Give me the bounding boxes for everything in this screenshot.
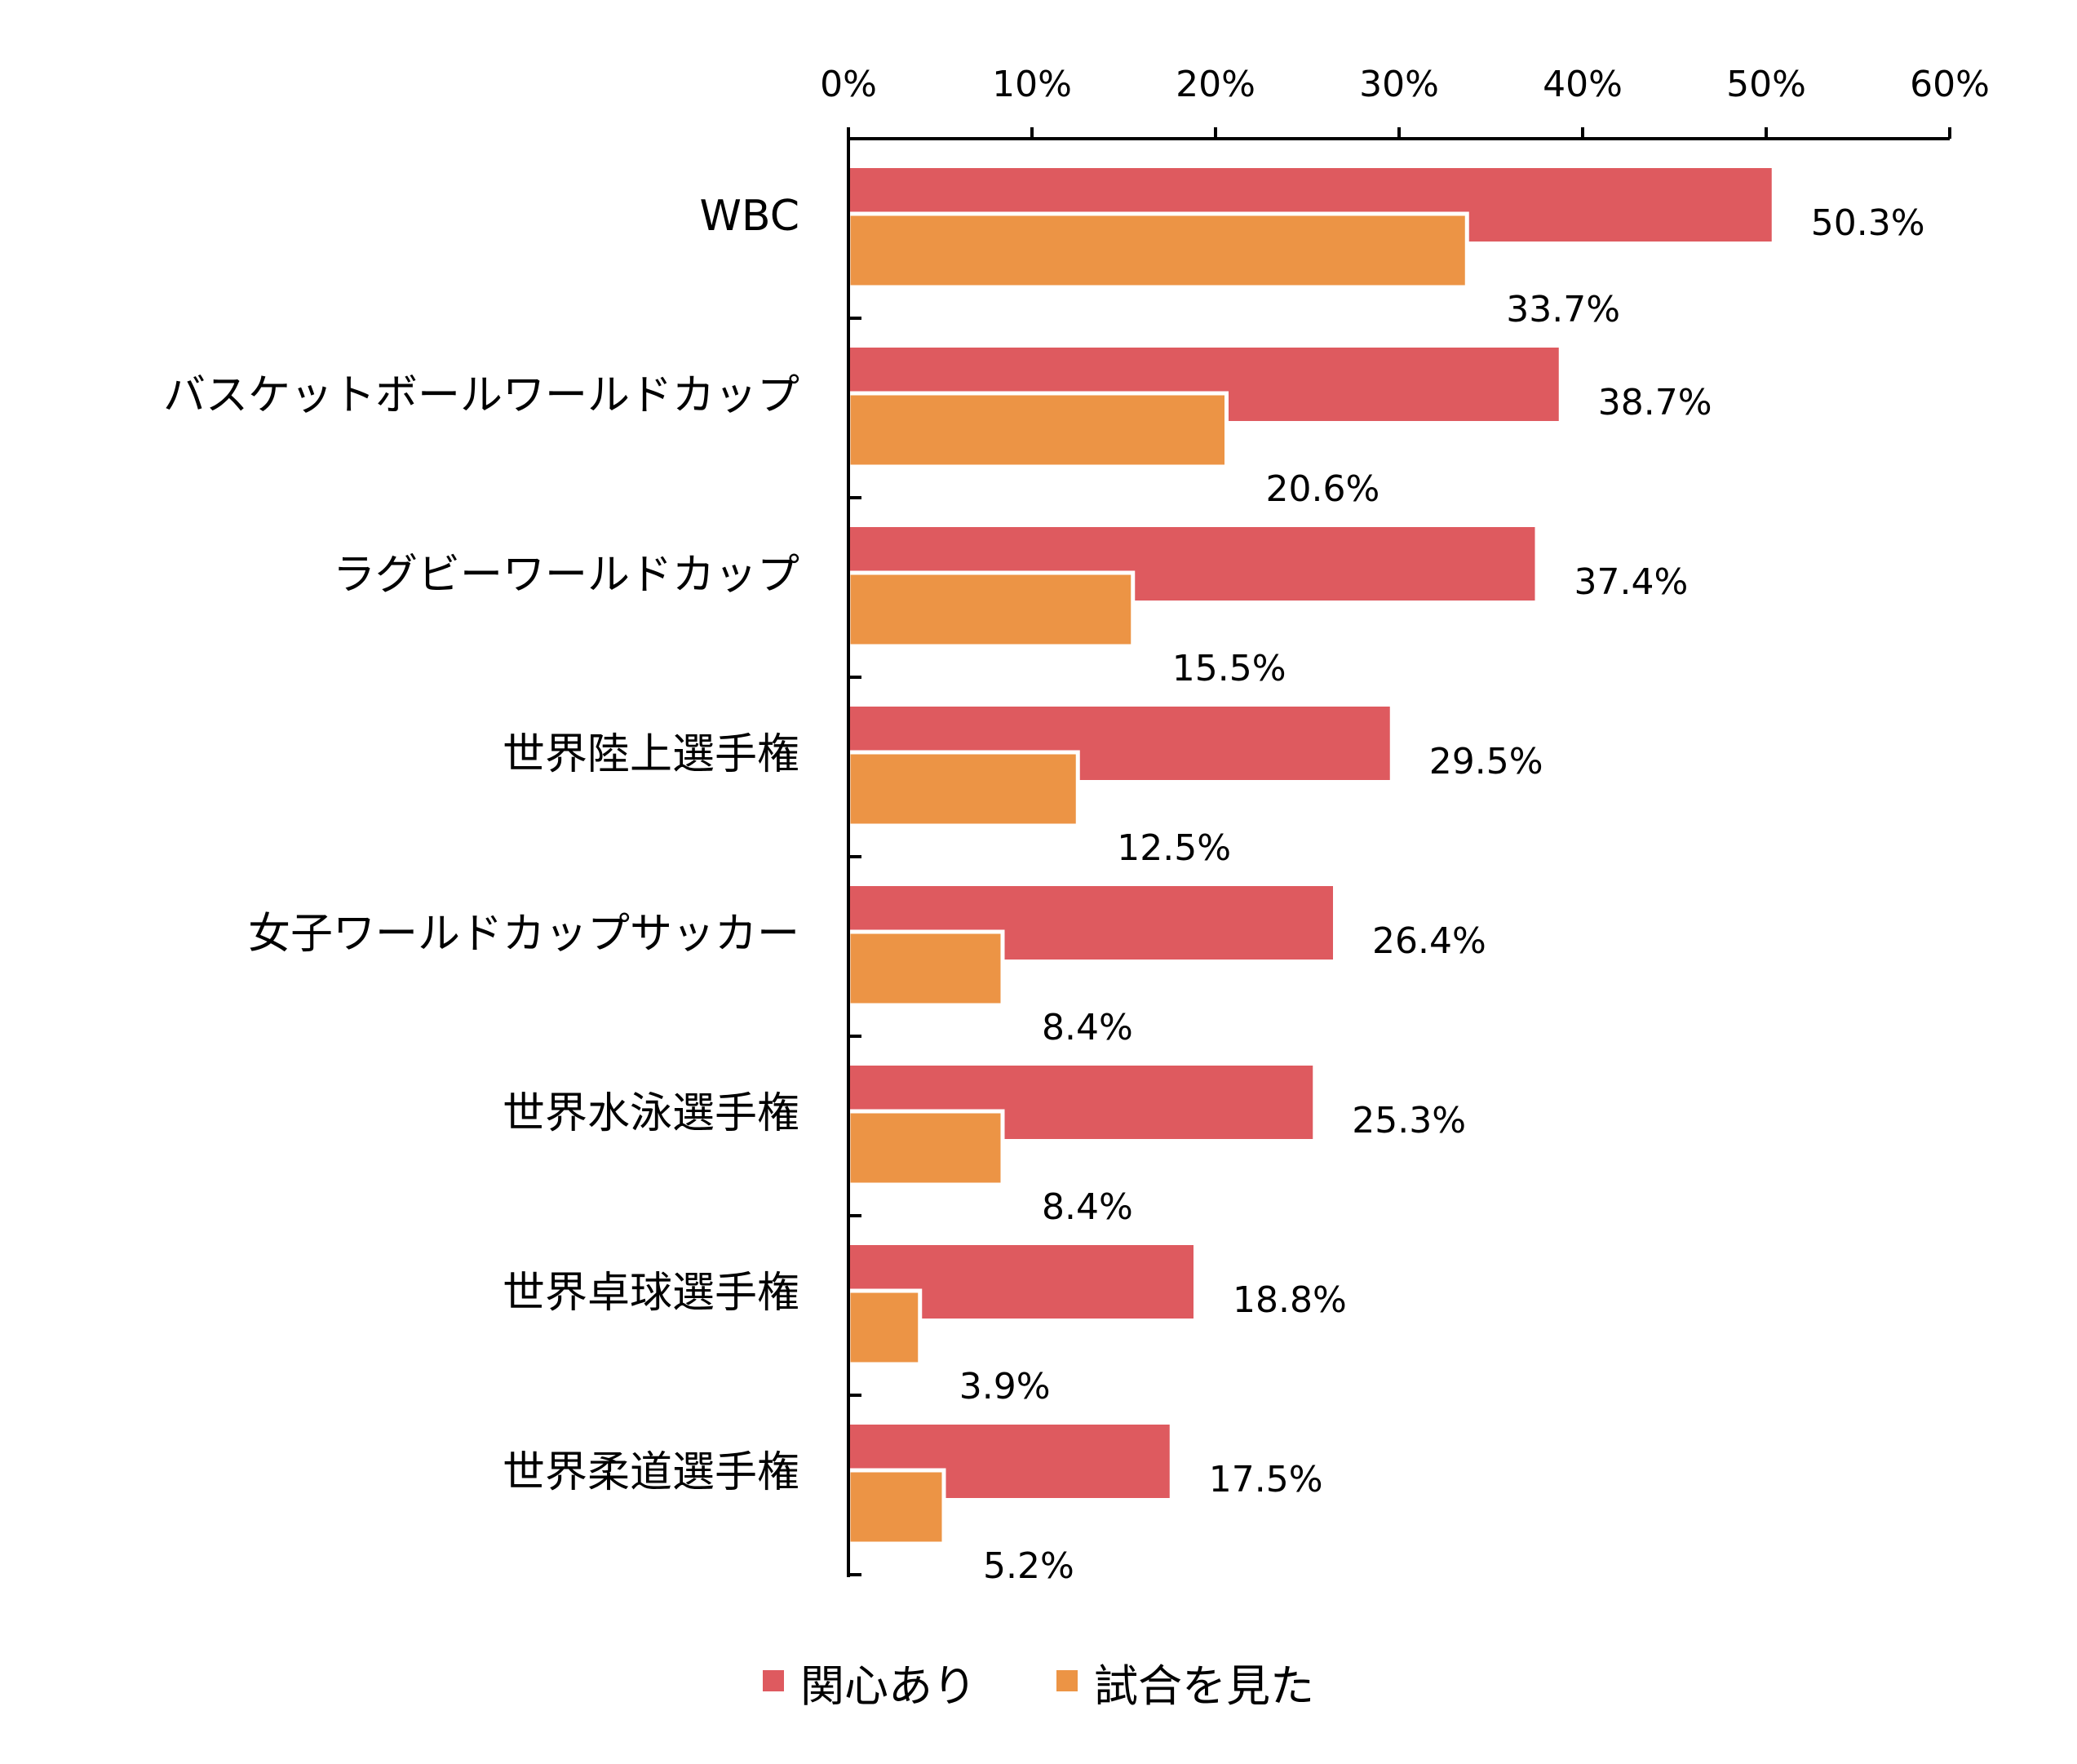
- data-label-series-2: 8.4%: [1042, 1007, 1133, 1048]
- category-label: 女子ワールドカップサッカー: [248, 910, 799, 959]
- data-label-series-2: 12.5%: [1117, 827, 1231, 869]
- x-tick-label: 30%: [1359, 64, 1439, 105]
- legend-swatch-1: [763, 1670, 784, 1691]
- legend-swatch-2: [1056, 1670, 1078, 1691]
- bar-series-2: [846, 391, 1229, 469]
- category-label: 世界水泳選手権: [503, 1089, 799, 1138]
- data-label-series-2: 15.5%: [1172, 648, 1286, 689]
- data-label-series-1: 18.8%: [1233, 1279, 1347, 1321]
- data-label-series-1: 37.4%: [1574, 561, 1689, 603]
- x-tick-label: 20%: [1176, 64, 1256, 105]
- category-label: 世界陸上選手権: [503, 730, 799, 779]
- legend-label-1: 関心あり: [800, 1660, 976, 1712]
- data-label-series-1: 29.5%: [1429, 741, 1543, 782]
- data-labels: 50.3% 33.7% 38.7% 20.6% 37.4% 15.5% 29.5% 12.5%…: [959, 202, 1925, 1587]
- bar-series-2: [846, 1288, 923, 1367]
- category-label: 世界柔道選手権: [503, 1448, 799, 1497]
- y-axis: [847, 137, 861, 1577]
- category-label: バスケットボールワールドカップ: [163, 371, 799, 420]
- x-tick-label: 0%: [820, 64, 877, 105]
- data-label-series-1: 38.7%: [1598, 382, 1712, 423]
- category-label: ラグビーワールドカップ: [333, 551, 799, 600]
- data-label-series-1: 50.3%: [1811, 202, 1925, 244]
- legend-label-2: 試合を見た: [1094, 1660, 1314, 1712]
- x-axis: 0% 10% 20% 30% 40% 50% 60%: [820, 64, 1990, 140]
- category-label: WBC: [700, 192, 799, 241]
- data-label-series-2: 5.2%: [983, 1545, 1074, 1587]
- data-label-series-1: 17.5%: [1209, 1459, 1323, 1500]
- bar-series-2: [846, 1109, 1005, 1187]
- x-tick-label: 10%: [992, 64, 1072, 105]
- bar-series-2: [846, 929, 1005, 1008]
- x-tick-label: 50%: [1726, 64, 1806, 105]
- bar-series-2: [846, 750, 1080, 828]
- legend: 関心あり 試合を見た: [763, 1660, 1314, 1712]
- category-labels: WBC バスケットボールワールドカップラグビーワールドカップ世界陸上選手権女子ワー…: [163, 192, 799, 1497]
- x-tick-label: 40%: [1543, 64, 1623, 105]
- data-label-series-2: 20.6%: [1266, 468, 1380, 510]
- data-label-series-1: 25.3%: [1352, 1100, 1466, 1141]
- category-label: 世界卓球選手権: [503, 1269, 799, 1318]
- data-label-series-1: 26.4%: [1372, 920, 1486, 962]
- data-label-series-2: 33.7%: [1506, 289, 1620, 330]
- data-label-series-2: 8.4%: [1042, 1186, 1133, 1228]
- bar-series-2: [846, 1468, 946, 1546]
- bars: [846, 168, 1772, 1546]
- bar-series-2: [846, 211, 1469, 290]
- bar-series-2: [846, 570, 1136, 649]
- data-label-series-2: 3.9%: [959, 1366, 1051, 1407]
- x-tick-label: 60%: [1910, 64, 1990, 105]
